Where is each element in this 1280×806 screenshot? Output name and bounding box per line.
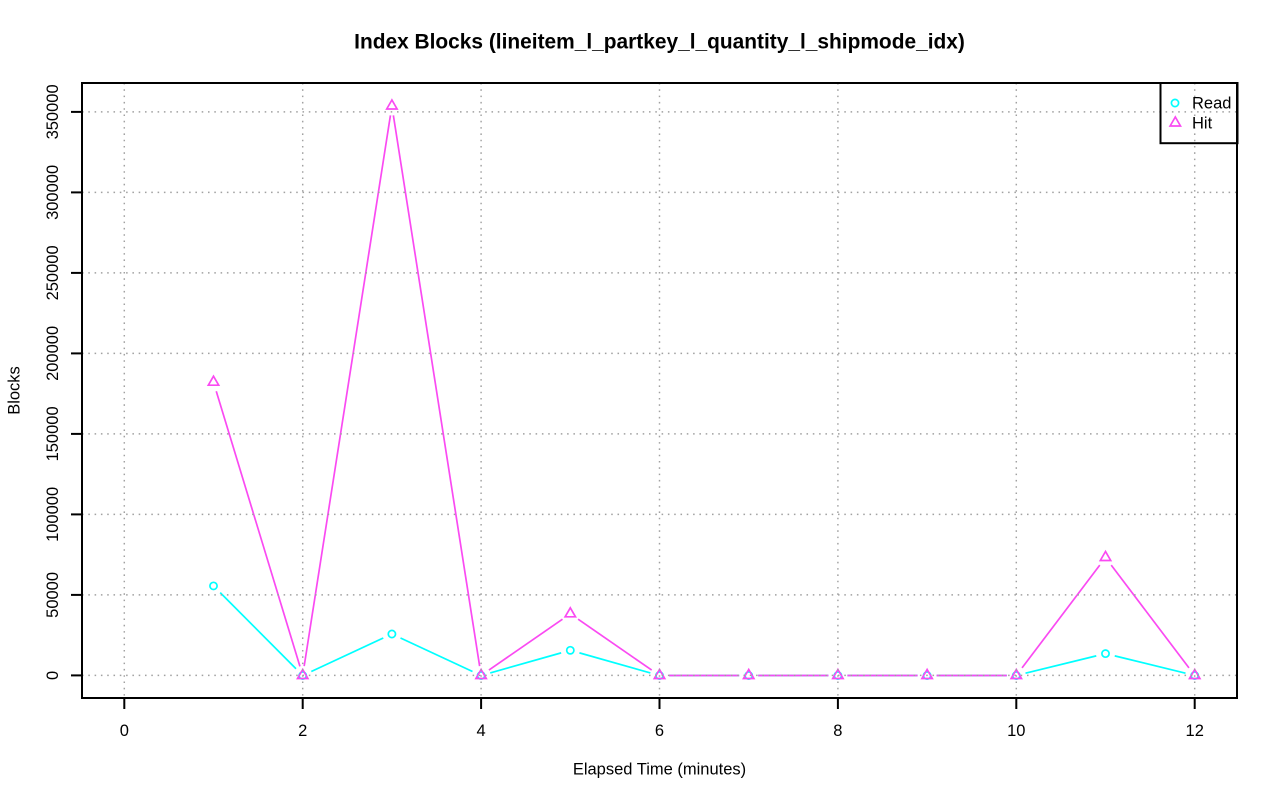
svg-text:100000: 100000 [44, 487, 62, 542]
svg-text:Read: Read [1192, 95, 1231, 113]
svg-text:6: 6 [655, 722, 664, 740]
svg-text:0: 0 [44, 671, 62, 680]
svg-text:250000: 250000 [44, 245, 62, 300]
svg-text:12: 12 [1186, 722, 1204, 740]
svg-text:8: 8 [833, 722, 842, 740]
svg-text:150000: 150000 [44, 406, 62, 461]
svg-text:Elapsed Time (minutes): Elapsed Time (minutes) [573, 760, 746, 778]
svg-text:Hit: Hit [1192, 114, 1213, 132]
svg-text:2: 2 [298, 722, 307, 740]
svg-text:Blocks: Blocks [5, 366, 23, 415]
svg-text:0: 0 [120, 722, 129, 740]
svg-text:200000: 200000 [44, 326, 62, 381]
svg-text:Index Blocks (lineitem_l_partk: Index Blocks (lineitem_l_partkey_l_quant… [354, 31, 965, 54]
svg-text:10: 10 [1007, 722, 1025, 740]
svg-text:300000: 300000 [44, 165, 62, 220]
svg-text:50000: 50000 [44, 572, 62, 618]
svg-text:350000: 350000 [44, 84, 62, 139]
svg-text:4: 4 [477, 722, 486, 740]
